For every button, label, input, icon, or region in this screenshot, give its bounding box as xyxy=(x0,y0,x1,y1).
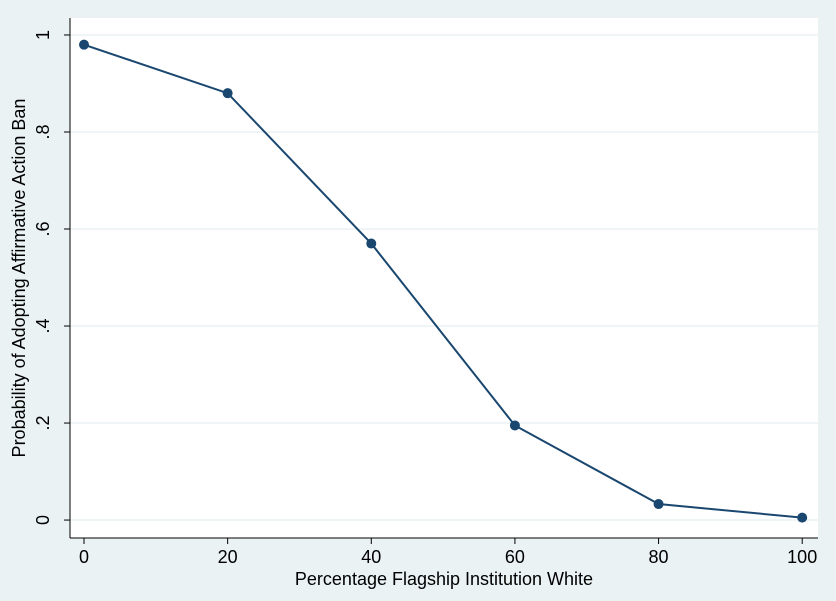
y-tick-label: .8 xyxy=(33,124,53,139)
y-tick-label: 1 xyxy=(33,30,53,40)
y-tick-label: .4 xyxy=(33,319,53,334)
marker xyxy=(509,420,520,431)
x-axis-label: Percentage Flagship Institution White xyxy=(295,569,593,589)
x-tick-label: 60 xyxy=(505,547,525,567)
y-axis-label: Probability of Adopting Affirmative Acti… xyxy=(9,99,29,458)
marker xyxy=(222,88,233,99)
marker xyxy=(366,238,377,249)
y-tick-label: .2 xyxy=(33,416,53,431)
x-tick-label: 80 xyxy=(649,547,669,567)
x-tick-label: 20 xyxy=(218,547,238,567)
marker xyxy=(653,499,664,510)
marker xyxy=(79,39,90,50)
line xyxy=(83,43,803,519)
plot-area xyxy=(70,18,818,538)
marker xyxy=(797,512,808,523)
x-tick-label: 40 xyxy=(361,547,381,567)
y-tick-label: 0 xyxy=(33,515,53,525)
y-tick-label: .6 xyxy=(33,221,53,236)
x-tick-label: 100 xyxy=(787,547,817,567)
x-tick-label: 0 xyxy=(79,547,89,567)
